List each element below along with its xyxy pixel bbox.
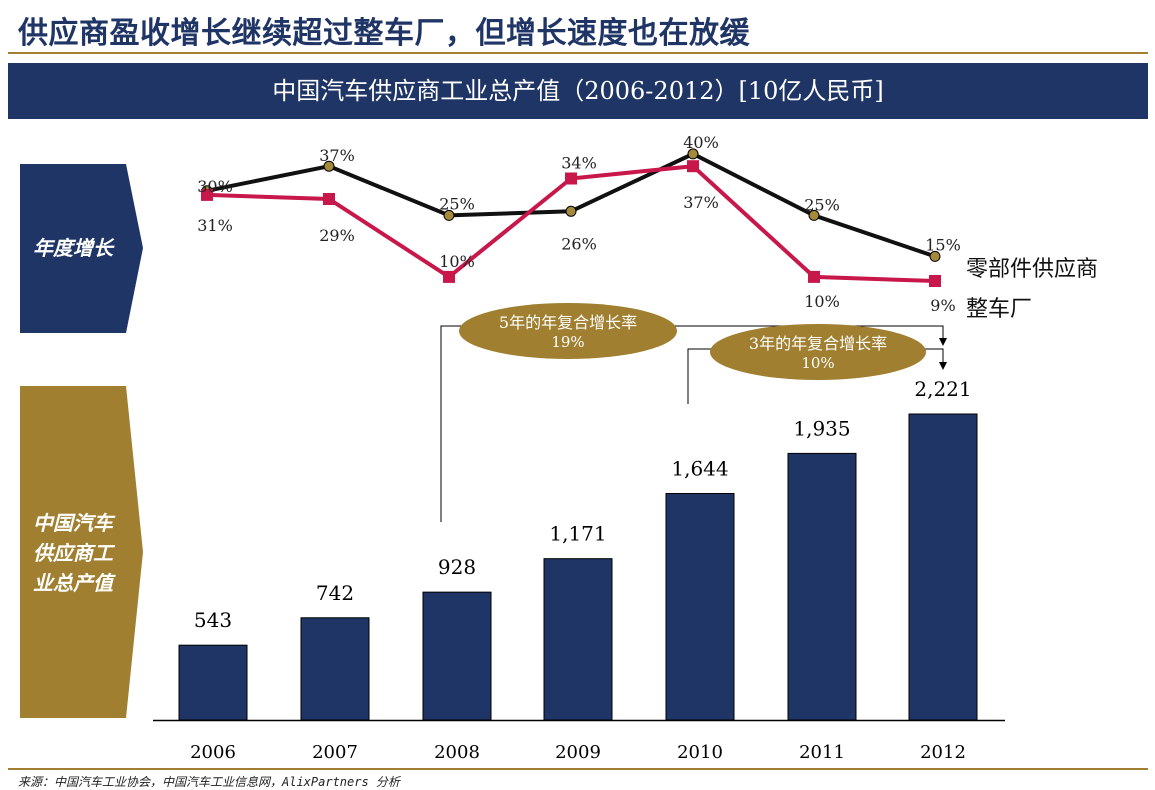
legend-oem: 整车厂: [966, 297, 1032, 322]
cagr-ellipse: [459, 303, 677, 359]
page-title: 供应商盈收增长继续超过整车厂，但增长速度也在放缓: [18, 16, 750, 51]
growth-side-arrow: [20, 164, 143, 333]
cagr-label: 3年的年复合增长率: [749, 334, 887, 353]
supplier-data-label: 31%: [197, 216, 233, 235]
oem-point: [929, 275, 941, 287]
output-side-label-line: 中国汽车: [33, 511, 113, 535]
bar-2007: [300, 617, 370, 721]
oem-data-label: 29%: [319, 226, 355, 245]
bar-2010: [665, 492, 735, 721]
output-side-label-line: 业总产值: [33, 571, 113, 595]
bar-value-label: 742: [316, 581, 354, 605]
bar-2008: [422, 591, 492, 721]
cagr-5y-arrowhead: [939, 338, 947, 346]
oem-point: [687, 160, 699, 173]
oem-data-label: 37%: [683, 193, 719, 212]
bar-2011: [787, 452, 857, 721]
supplier-data-label: 26%: [561, 234, 597, 253]
supplier-point: [808, 209, 820, 221]
oem-data-label: 10%: [439, 252, 475, 271]
growth-side-label: 年度增长: [33, 236, 113, 260]
supplier-data-label: 25%: [804, 195, 840, 214]
bar-value-label: 928: [438, 555, 476, 579]
footer-divider: [8, 768, 1148, 770]
x-tick-label: 2006: [190, 742, 236, 763]
bar-2006: [178, 644, 248, 721]
supplier-data-label: 40%: [683, 133, 719, 152]
oem-point: [808, 270, 820, 283]
oem-point: [323, 193, 335, 205]
output-side-label: 中国汽车供应商工业总产值: [20, 508, 126, 598]
cagr-ellipse: [710, 324, 926, 380]
supplier-data-label: 37%: [319, 146, 355, 165]
supplier-point: [443, 209, 455, 221]
cagr-3y-arrowhead: [939, 362, 947, 370]
bar-value-label: 2,221: [914, 377, 971, 401]
supplier-point: [687, 148, 699, 160]
supplier-data-label: 25%: [439, 194, 475, 213]
x-tick-label: 2011: [799, 742, 845, 763]
supplier-point: [565, 205, 577, 217]
chart-title: 中国汽车供应商工业总产值（2006-2012）[10亿人民币]: [272, 77, 884, 105]
oem-data-label: 9%: [930, 296, 955, 315]
bar-value-label: 1,171: [549, 522, 606, 546]
chart-title-banner: 中国汽车供应商工业总产值（2006-2012）[10亿人民币]: [8, 63, 1148, 119]
oem-data-label: 30%: [197, 177, 233, 196]
supplier-point: [323, 160, 335, 172]
supplier-data-label: 15%: [925, 235, 961, 254]
oem-point: [565, 172, 577, 185]
x-tick-label: 2012: [920, 742, 966, 763]
output-side-label-text: 中国汽车供应商工业总产值: [20, 508, 126, 598]
cagr-value: 19%: [551, 333, 584, 351]
oem-point: [443, 270, 455, 283]
lines-layer: 31% 37% 25% 26% 40% 25% 15% 30% 29% 10% 34% 37% 10% 9…: [197, 133, 961, 315]
oem-data-label: 34%: [561, 154, 597, 173]
oem-point: [201, 188, 213, 201]
x-tick-label: 2008: [434, 742, 480, 763]
x-tick-label: 2007: [312, 742, 358, 763]
cagr-label: 5年的年复合增长率: [499, 313, 637, 332]
source-note: 来源：中国汽车工业协会，中国汽车工业信息网，AlixPartners 分析: [18, 775, 400, 789]
output-side-label-line: 供应商工: [33, 541, 113, 565]
legend-supplier: 零部件供应商: [966, 257, 1098, 282]
cagr-value: 10%: [801, 354, 834, 372]
bar-value-label: 1,644: [671, 456, 728, 480]
bar-value-label: 1,935: [793, 416, 850, 440]
title-divider: [8, 52, 1148, 54]
supplier-point: [929, 250, 941, 262]
bar-2012: [908, 413, 978, 721]
x-tick-label: 2010: [677, 742, 723, 763]
bar-value-label: 543: [194, 608, 232, 632]
cagr-5y-bracket: [440, 325, 944, 522]
oem-data-label: 10%: [804, 292, 840, 311]
bar-2009: [543, 558, 613, 721]
bars-layer: 543 2006 742 2007 928 2008 1,171 2009 1,644 2010 1…: [153, 377, 1005, 763]
output-side-arrow: [20, 386, 143, 718]
x-tick-label: 2009: [555, 742, 601, 763]
